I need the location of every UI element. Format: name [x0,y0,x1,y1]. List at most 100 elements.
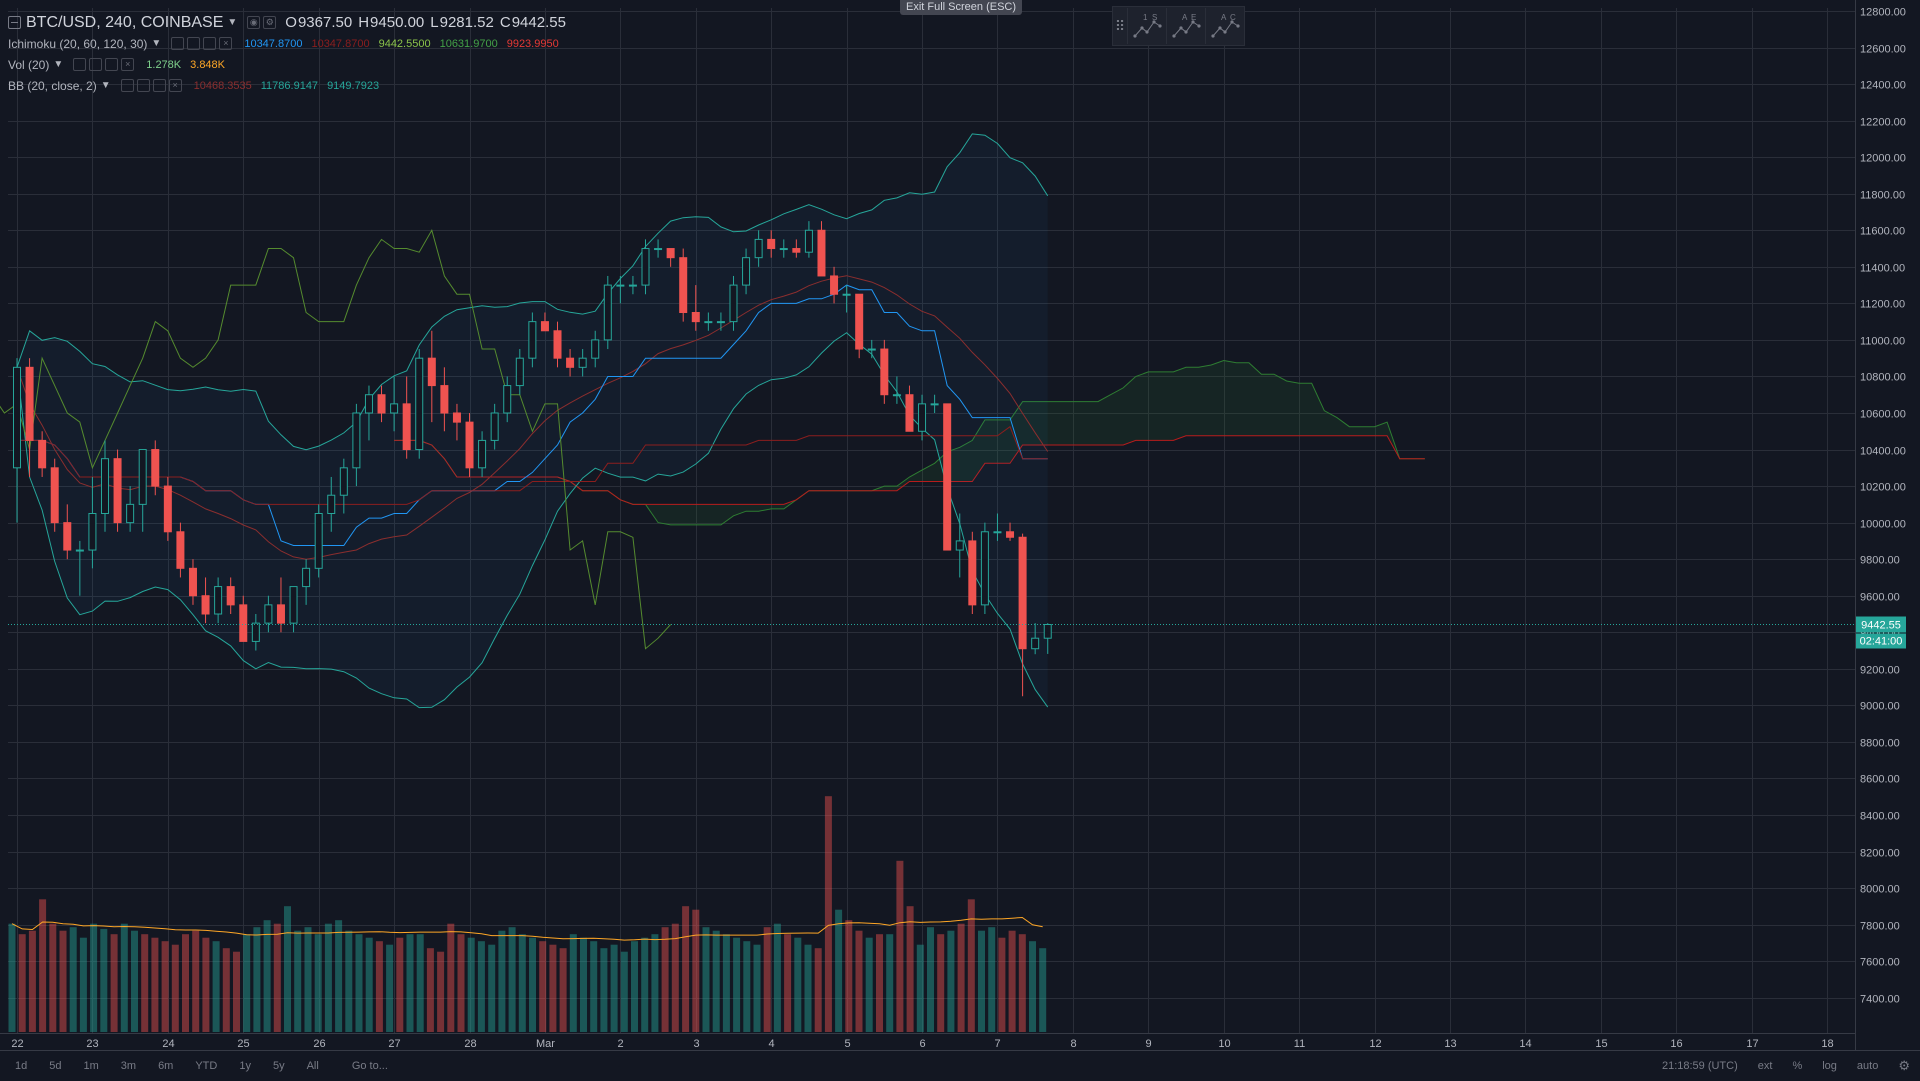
eye-icon[interactable] [171,37,185,50]
candle-body [239,604,248,642]
pattern-node [1218,26,1222,30]
candle-body [188,567,197,597]
time-label: 10 [1218,1038,1230,1050]
candle-body [377,394,386,414]
range-button-ytd[interactable]: YTD [195,1060,218,1072]
close-icon[interactable]: × [219,37,233,50]
ext-toggle[interactable]: ext [1757,1060,1773,1072]
candle-body [855,293,864,350]
symbol-title[interactable]: BTC/USD, 240, COINBASE [26,13,224,31]
price-label: 8600.00 [1860,774,1900,786]
range-button-6m[interactable]: 6m [158,1060,174,1072]
chevron-down-icon[interactable]: ▼ [227,17,238,28]
volume-ma-line [11,916,1043,941]
range-button-5d[interactable]: 5d [49,1060,62,1072]
study-value: 3.848K [190,58,226,71]
chevron-down-icon[interactable]: ▼ [100,80,111,91]
price-label: 9600.00 [1860,592,1900,604]
eye-icon[interactable] [120,79,134,92]
price-label: 12000.00 [1860,153,1906,165]
study-value: 10347.8700 [311,37,370,50]
eye-icon[interactable] [73,58,87,71]
volume-bar [375,941,383,1032]
volume-bar [967,899,975,1032]
volume-bar [294,930,302,1032]
volume-bar [580,937,587,1032]
candle-body [302,567,311,588]
range-button-1d[interactable]: 1d [15,1060,28,1072]
study-value: 10468.3535 [193,79,252,92]
price-scale[interactable]: 7400.00 7600.00 7800.00 8000.00 8200.00 8400.… [1855,0,1920,1050]
volume-bar [212,941,220,1032]
gear-icon[interactable]: ⚙ [1898,1058,1910,1073]
study-name[interactable]: BB (20, close, 2) [8,78,97,93]
range-button-5y[interactable]: 5y [272,1060,285,1072]
percent-toggle[interactable]: % [1792,1060,1803,1072]
candle-body [729,284,738,323]
candle-body [478,439,487,469]
price-label: 10600.00 [1860,409,1906,421]
volume-bar [335,920,343,1032]
exit-fullscreen-button[interactable]: Exit Full Screen (ESC) [900,0,1023,15]
log-toggle[interactable]: log [1822,1060,1837,1072]
candle-body [402,403,411,451]
settings-icon[interactable] [187,37,201,50]
leading-span-b [394,435,1425,505]
candle-body [100,458,109,515]
time-label: 2 [617,1038,623,1050]
volume-bar [804,944,812,1032]
source-icon[interactable] [152,79,166,92]
candle-body [490,412,499,441]
volume-bar [518,934,526,1032]
eye-icon[interactable]: ◉ [247,16,261,29]
settings-icon[interactable] [136,79,150,92]
go-to-button[interactable]: Go to... [351,1060,388,1072]
close-icon[interactable]: × [168,79,182,92]
volume-bar [845,920,853,1032]
volume-bar [661,927,669,1032]
volume-bar [18,934,26,1032]
time-label: 28 [464,1038,476,1050]
study-name[interactable]: Vol (20) [8,57,50,72]
volume-bar [79,937,87,1032]
volume-bar [120,923,128,1032]
price-label: 10400.00 [1860,446,1906,458]
candle-body [792,248,801,253]
study-name[interactable]: Ichimoku (20, 60, 120, 30) [8,36,148,51]
candle-body [628,284,637,287]
range-button-1m[interactable]: 1m [83,1060,99,1072]
candle-body [716,321,725,324]
settings-icon[interactable]: ⚙ [263,16,277,29]
source-icon[interactable] [203,37,217,50]
candle-body [503,385,512,414]
auto-toggle[interactable]: auto [1856,1060,1879,1072]
collapse-icon[interactable] [8,16,21,29]
chevron-down-icon[interactable]: ▼ [53,59,64,70]
candle-body [1006,531,1015,538]
range-button-1y[interactable]: 1y [239,1060,251,1072]
bottom-toolbar: 1d 5d 1m 3m 6m YTD 1y 5y All Go to... 21:18:59 (… [0,1050,1920,1081]
candle-body [641,248,650,286]
chevron-down-icon[interactable]: ▼ [151,38,162,49]
pattern-node [1172,34,1176,38]
drag-handle-icon[interactable]: ⠿ [1114,17,1126,34]
range-button-all[interactable]: All [306,1060,319,1072]
volume-bar [69,927,77,1032]
close-icon[interactable]: × [121,58,135,71]
volume-bar [324,923,332,1032]
volume-bar [477,941,485,1032]
settings-icon[interactable] [89,58,103,71]
range-button-3m[interactable]: 3m [120,1060,137,1072]
price-label: 11400.00 [1860,263,1905,275]
study-value: 9923.9950 [506,37,559,50]
candle-body [804,229,813,253]
time-scale[interactable]: 22 23 24 25 26 27 28 Mar 2 3 4 5 6 7 8 9 10 11 12 13 14 15 16 1… [0,1033,1855,1051]
source-icon[interactable] [105,58,119,71]
candle-body [993,531,1002,534]
pattern-node [1197,24,1201,28]
volume-bar [753,944,761,1032]
